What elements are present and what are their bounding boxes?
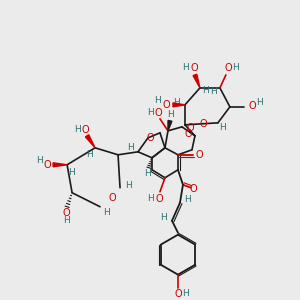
Text: O: O: [195, 150, 203, 160]
Text: H: H: [74, 125, 80, 134]
Polygon shape: [193, 74, 200, 88]
Text: O: O: [199, 119, 207, 129]
Text: H: H: [63, 216, 70, 225]
Text: O: O: [108, 193, 116, 203]
Text: O: O: [81, 125, 89, 135]
Text: H: H: [184, 195, 191, 204]
Text: H: H: [103, 208, 110, 217]
Text: O: O: [174, 289, 182, 298]
Text: H: H: [125, 181, 131, 190]
Text: H: H: [144, 169, 150, 178]
Polygon shape: [53, 163, 67, 167]
Text: H: H: [220, 123, 226, 132]
Polygon shape: [168, 121, 172, 131]
Text: H: H: [174, 98, 180, 107]
Text: O: O: [224, 63, 232, 73]
Text: H: H: [211, 87, 217, 96]
Text: H: H: [202, 86, 209, 95]
Text: O: O: [248, 101, 256, 111]
Polygon shape: [173, 103, 185, 107]
Text: H: H: [183, 63, 189, 72]
Text: H: H: [168, 110, 174, 119]
Text: O: O: [155, 194, 163, 204]
Text: H: H: [232, 63, 239, 72]
Text: H: H: [148, 194, 154, 203]
Text: O: O: [184, 129, 192, 139]
Text: H: H: [68, 168, 74, 177]
Text: O: O: [189, 184, 197, 194]
Text: O: O: [190, 63, 198, 73]
Text: O: O: [186, 123, 194, 133]
Text: H: H: [86, 150, 92, 159]
Text: H: H: [147, 108, 153, 117]
Text: O: O: [162, 100, 170, 110]
Text: O: O: [146, 133, 154, 143]
Text: H: H: [160, 213, 167, 222]
Polygon shape: [85, 135, 95, 148]
Text: O: O: [62, 208, 70, 218]
Text: O: O: [154, 108, 162, 118]
Text: O: O: [43, 160, 51, 170]
Text: H: H: [36, 156, 43, 165]
Text: H: H: [183, 289, 189, 298]
Text: H: H: [127, 143, 134, 152]
Text: H: H: [154, 96, 161, 105]
Text: H: H: [256, 98, 263, 107]
